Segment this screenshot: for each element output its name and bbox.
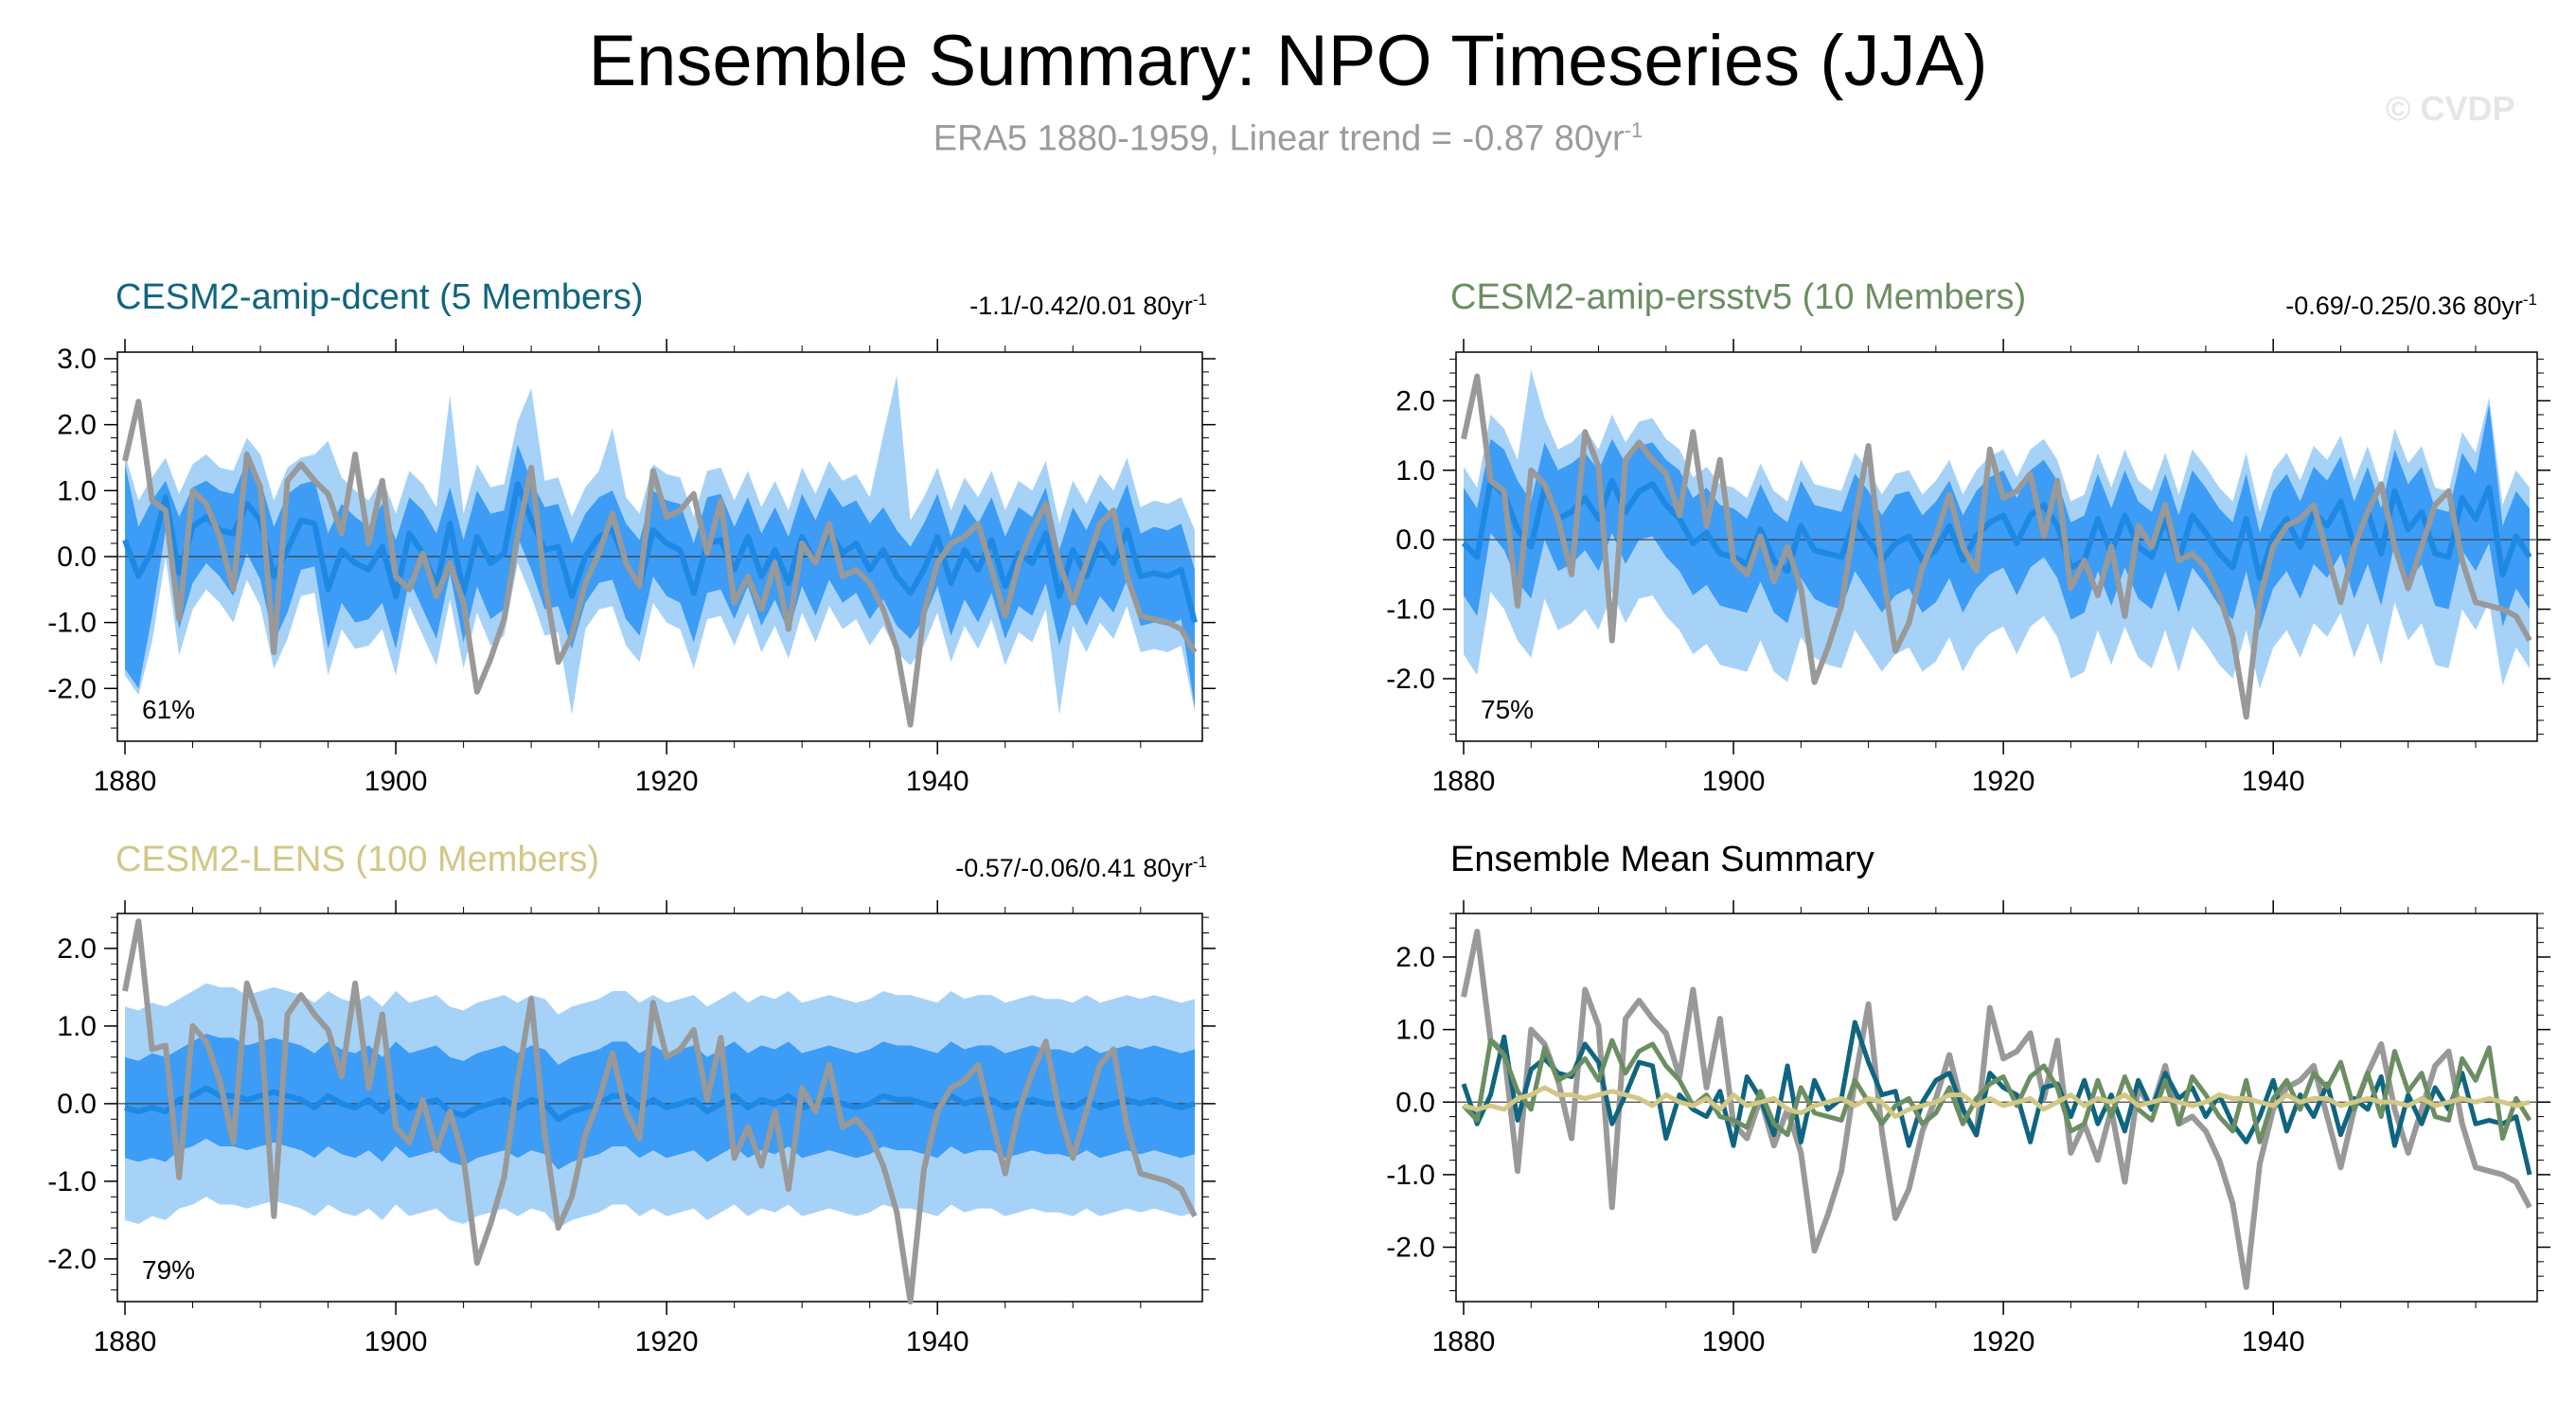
panel-3-xtick-label: 1880	[94, 1326, 157, 1357]
panel-4-ytick-label: 2.0	[1395, 942, 1435, 973]
panel-4-title: Ensemble Mean Summary	[1450, 840, 1874, 879]
panel-1-observed-series	[122, 399, 1198, 728]
panel-1-xtick-label: 1920	[635, 766, 699, 797]
panel-2-xtick-label: 1940	[2242, 766, 2305, 797]
panel-1-ytick-label: -1.0	[47, 608, 97, 639]
panel-2-ytick-label: 2.0	[1395, 385, 1435, 417]
panel-1-trend-text: -1.1/-0.42/0.01 80yr	[969, 292, 1193, 320]
panel-1-percent-label: 61%	[142, 695, 195, 724]
panel-1-trend-superscript: -1	[1192, 291, 1207, 309]
panel-1-inner-spread-band	[125, 444, 1195, 709]
panel-3-trend-superscript: -1	[1192, 853, 1207, 871]
panel-3-ytick-label: 2.0	[57, 933, 97, 965]
panel-4-xtick-label: 1920	[1972, 1326, 2035, 1357]
page-subtitle: ERA5 1880-1959, Linear trend = -0.87 80y…	[0, 110, 2576, 160]
panel-1-xtick-label: 1900	[364, 766, 428, 797]
panel-4-ytick-label: -2.0	[1386, 1233, 1435, 1264]
panel-3-ensemble-mean-series	[124, 1085, 1196, 1123]
panel-4-xtick-label: 1880	[1432, 1326, 1496, 1357]
panel-4-ytick-label: 0.0	[1395, 1087, 1435, 1118]
panel-2-ytick-label: 1.0	[1395, 455, 1435, 487]
panel-2-xtick-label: 1920	[1972, 766, 2035, 797]
panel-2-title: CESM2-amip-ersstv5 (10 Members)	[1450, 277, 2027, 317]
panel-2-ensemble-mean-series	[1461, 477, 2532, 581]
panel-1-ytick-label: 1.0	[57, 475, 97, 506]
panel-1-trend: -1.1/-0.42/0.01 80yr-1	[969, 284, 1207, 322]
panel-3-trend-text: -0.57/-0.06/0.41 80yr	[955, 854, 1193, 882]
panel-3-xtick-label: 1940	[906, 1326, 969, 1357]
panel-2-percent-label: 75%	[1481, 695, 1534, 724]
panel-3-ytick-label: 0.0	[57, 1089, 97, 1120]
panel-1-xtick-label: 1880	[94, 766, 157, 797]
panel-1-ytick-label: 0.0	[57, 541, 97, 573]
panel-2-ytick-label: -1.0	[1386, 594, 1435, 626]
panel-2-xtick-label: 1880	[1432, 766, 1496, 797]
panel-4-xtick-label: 1900	[1702, 1326, 1766, 1357]
panel-4-lens-series	[1463, 1085, 2531, 1120]
panel-3-xtick-label: 1920	[635, 1326, 699, 1357]
panel-2-xtick-label: 1900	[1702, 766, 1766, 797]
panel-3-title: CESM2-LENS (100 Members)	[115, 840, 600, 879]
panel-3-percent-label: 79%	[142, 1255, 195, 1285]
panel-3-trend: -0.57/-0.06/0.41 80yr-1	[955, 846, 1207, 884]
panel-2-trend: -0.69/-0.25/0.36 80yr-1	[2285, 284, 2537, 322]
panel-3-xtick-label: 1900	[364, 1326, 428, 1357]
panel-1-ensemble-mean-series	[122, 481, 1198, 624]
subtitle-text: ERA5 1880-1959, Linear trend = -0.87 80y…	[933, 118, 1625, 159]
panel-4-ytick-label: 1.0	[1395, 1015, 1435, 1046]
panel-1-title: CESM2-amip-dcent (5 Members)	[115, 277, 644, 317]
panel-3-ytick-label: 1.0	[57, 1011, 97, 1042]
panel-3-observed-series	[122, 918, 1198, 1304]
panel-1-ytick-label: 2.0	[57, 410, 97, 441]
panel-2-trend-superscript: -1	[2522, 291, 2537, 309]
panel-2-trend-text: -0.69/-0.25/0.36 80yr	[2285, 292, 2523, 320]
panel-1-xtick-label: 1940	[906, 766, 969, 797]
panel-2-ytick-label: 0.0	[1395, 524, 1435, 556]
panel-4-ytick-label: -1.0	[1386, 1160, 1435, 1191]
page-title: Ensemble Summary: NPO Timeseries (JJA)	[588, 21, 1988, 101]
panel-1-ytick-label: 3.0	[57, 344, 97, 375]
panel-2-ytick-label: -2.0	[1386, 664, 1435, 695]
panel-4-observed-series	[1461, 929, 2532, 1290]
panel-2-observed-series	[1461, 373, 2532, 720]
panel-4-xtick-label: 1940	[2242, 1326, 2305, 1357]
cvdp-watermark: © CVDP	[2386, 89, 2515, 128]
panel-3-ytick-label: -2.0	[47, 1244, 97, 1275]
panel-3-ytick-label: -1.0	[47, 1166, 97, 1197]
panel-1-ytick-label: -2.0	[47, 673, 97, 704]
subtitle-superscript: -1	[1624, 118, 1643, 142]
